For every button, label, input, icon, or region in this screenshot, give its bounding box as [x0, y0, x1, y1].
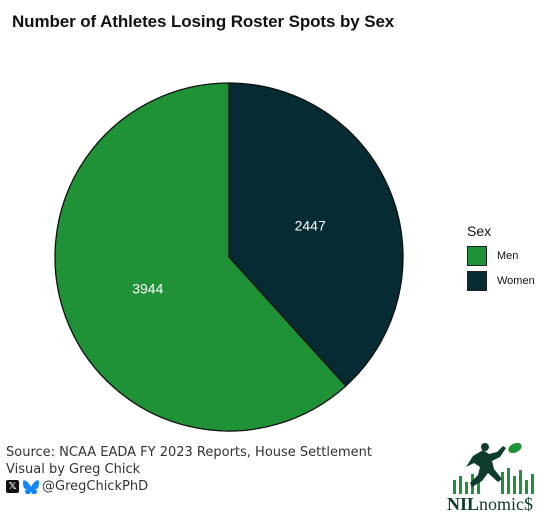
logo-text-bold: NIL — [447, 494, 480, 514]
x-icon[interactable]: 𝕏 — [6, 480, 19, 493]
legend-label-men: Men — [497, 249, 519, 262]
legend-title: Sex — [467, 223, 492, 239]
pie-label-women: 2447 — [295, 218, 326, 234]
pie-slice-women — [228, 82, 404, 387]
legend-label-women: Women — [497, 274, 535, 287]
legend-item-women: Women — [467, 268, 535, 293]
bluesky-icon[interactable] — [23, 479, 39, 494]
visual-credit: Visual by Greg Chick — [6, 462, 141, 477]
legend-swatch-women — [467, 270, 487, 291]
footer: Source: NCAA EADA FY 2023 Reports, House… — [6, 444, 372, 495]
legend-item-men: Men — [467, 243, 535, 268]
legend: Sex Men Women — [467, 223, 535, 293]
source-text: Source: NCAA EADA FY 2023 Reports, House… — [6, 445, 372, 460]
nilnomics-logo: NILnomic$ — [445, 438, 545, 518]
football-player-logo — [453, 442, 534, 494]
social-handle: @GregChickPhD — [42, 479, 149, 494]
logo-text: NILnomic$ — [447, 494, 533, 515]
pie-label-men: 3944 — [132, 280, 163, 296]
logo-bars — [453, 468, 534, 494]
chart-title: Number of Athletes Losing Roster Spots b… — [12, 12, 395, 31]
legend-swatch-men — [467, 245, 487, 266]
pie-slice-men — [54, 82, 347, 432]
logo-text-rest: nomic$ — [479, 494, 534, 514]
social-handles: 𝕏 @GregChickPhD — [6, 478, 372, 495]
